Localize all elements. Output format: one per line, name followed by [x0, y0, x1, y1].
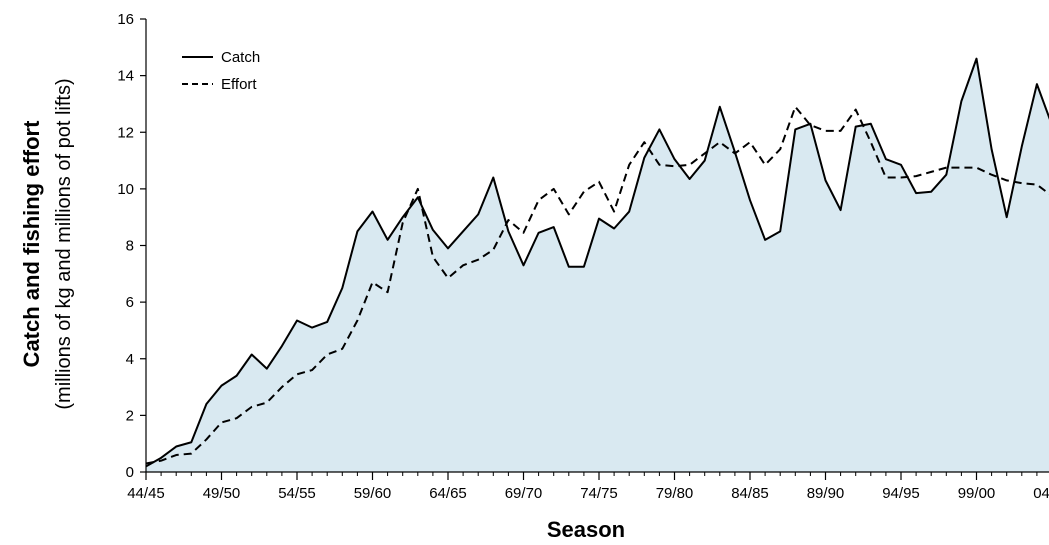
y-tick-label: 14 — [117, 68, 134, 85]
x-tick-label: 69/70 — [505, 485, 543, 502]
x-tick-label: 49/50 — [203, 485, 241, 502]
catch-area — [146, 58, 1049, 472]
y-tick-label: 2 — [126, 407, 134, 424]
x-axis-ticks: 44/45 49/50 54/55 59/60 64/65 69/70 74/75 79/80… — [127, 472, 1049, 502]
series-lines-layer — [145, 57, 1049, 468]
y-tick-label: 16 — [117, 11, 134, 28]
y-axis-ticks: 0 2 4 6 8 10 12 14 16 — [117, 11, 146, 481]
y-tick-label: 8 — [126, 238, 134, 255]
x-tick-label: 94/95 — [882, 485, 920, 502]
y-axis-subtitle: (millions of kg and millions of pot lift… — [53, 78, 75, 409]
x-tick-label: 04/05 — [1033, 485, 1049, 502]
y-tick-label: 4 — [126, 351, 134, 368]
legend-catch-label: Catch — [221, 49, 260, 66]
x-tick-label: 44/45 — [127, 485, 165, 502]
y-axis-title: Catch and fishing effort — [19, 120, 44, 368]
legend: Catch Effort — [182, 49, 260, 93]
x-tick-label: 84/85 — [731, 485, 769, 502]
x-tick-label: 79/80 — [656, 485, 694, 502]
y-tick-label: 0 — [126, 464, 134, 481]
x-tick-label: 74/75 — [580, 485, 618, 502]
x-axis-title: Season — [547, 517, 625, 542]
y-tick-label: 6 — [126, 294, 134, 311]
x-tick-label: 59/60 — [354, 485, 392, 502]
x-tick-label: 99/00 — [958, 485, 996, 502]
y-tick-label: 12 — [117, 124, 134, 141]
x-tick-label: 64/65 — [429, 485, 467, 502]
series-line-catch — [145, 57, 1049, 468]
series-line-effort — [145, 105, 1049, 465]
catch-area-layer — [146, 58, 1049, 472]
legend-effort-label: Effort — [221, 76, 257, 93]
x-tick-label: 54/55 — [278, 485, 316, 502]
y-tick-label: 10 — [117, 181, 134, 198]
x-tick-label: 89/90 — [807, 485, 845, 502]
